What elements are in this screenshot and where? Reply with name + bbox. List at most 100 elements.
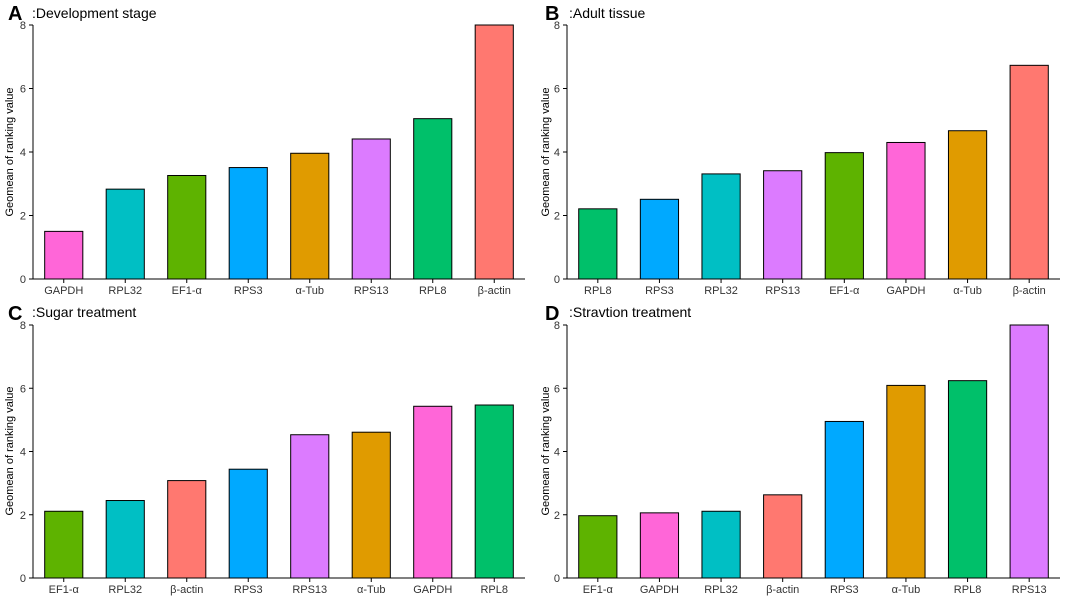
- bar-c: [413, 405, 453, 579]
- bar-a: [351, 138, 391, 280]
- bar-a: [228, 167, 268, 280]
- panel-letter-b: B: [545, 3, 559, 25]
- y-tick-label-d: 8: [554, 320, 560, 332]
- y-tick-label-c: 6: [20, 383, 26, 395]
- y-axis-title-c: Geomean of ranking value: [4, 386, 16, 515]
- x-tick-label-b: EF1-α: [829, 285, 860, 297]
- x-tick-label-a: RPL8: [419, 285, 447, 297]
- x-tick-label-c: GAPDH: [413, 584, 452, 596]
- bar-a: [413, 118, 453, 280]
- y-tick-label-d: 0: [554, 573, 560, 585]
- panel-title-a: :Development stage: [32, 5, 157, 21]
- x-tick-label-d: RPL8: [954, 584, 982, 596]
- bar-b: [763, 170, 803, 280]
- panel-title-c: :Sugar treatment: [32, 304, 136, 320]
- x-tick-label-a: EF1-α: [172, 285, 203, 297]
- y-tick-label-c: 2: [20, 510, 26, 522]
- bar-c: [351, 431, 391, 579]
- bar-b: [824, 152, 864, 280]
- bar-a: [290, 152, 330, 280]
- bar-c: [105, 500, 145, 579]
- bars-c: 0 2 4 6 8 EF1-α RPL32 β-actin RPS3 RPS13 α-Tub GAPD…: [20, 320, 525, 596]
- bar-b: [886, 141, 926, 280]
- x-tick-label-b: α-Tub: [953, 285, 982, 297]
- y-tick-label-c: 4: [20, 447, 26, 459]
- bar-d: [701, 510, 741, 579]
- bar-b: [701, 173, 741, 280]
- y-axis-title-b: Geomean of ranking value: [540, 87, 552, 216]
- bar-d: [578, 515, 618, 579]
- x-tick-label-a: β-actin: [478, 285, 511, 297]
- x-tick-label-a: GAPDH: [44, 285, 83, 297]
- x-tick-label-d: RPS3: [830, 584, 859, 596]
- bar-b: [947, 130, 988, 280]
- x-tick-label-b: RPL8: [584, 285, 612, 297]
- y-axis-title-d: Geomean of ranking value: [540, 386, 552, 515]
- y-tick-label-a: 8: [20, 20, 26, 32]
- x-tick-label-d: RPS13: [1012, 584, 1047, 596]
- y-tick-label-b: 4: [554, 147, 560, 159]
- bar-c: [474, 404, 514, 579]
- bar-a: [167, 174, 207, 280]
- bar-c: [167, 480, 207, 579]
- bar-d: [886, 384, 926, 579]
- bar-d: [1009, 324, 1049, 579]
- bar-d: [763, 494, 803, 579]
- bar-c: [228, 468, 268, 579]
- x-tick-label-b: GAPDH: [886, 285, 925, 297]
- bar-c: [44, 510, 84, 579]
- y-tick-label-c: 8: [20, 320, 26, 332]
- bars-a: 0 2 4 6 8 GAPDH RPL32 EF1-α RPS3 α-Tub RPS13 RPL8 β-…: [20, 20, 525, 297]
- y-tick-label-b: 6: [554, 84, 560, 96]
- panel-title-d: :Stravtion treatment: [569, 304, 691, 320]
- x-tick-label-d: β-actin: [766, 584, 799, 596]
- y-axis-title-a: Geomean of ranking value: [4, 87, 16, 216]
- y-tick-label-b: 2: [554, 211, 560, 223]
- x-tick-label-b: β-actin: [1013, 285, 1046, 297]
- y-tick-label-c: 0: [20, 573, 26, 585]
- x-tick-label-c: β-actin: [170, 584, 203, 596]
- bar-d: [639, 512, 680, 579]
- y-tick-label-a: 0: [20, 274, 26, 286]
- x-tick-label-a: RPS3: [234, 285, 263, 297]
- panel-b: B :Adult tissue Geomean of ranking value…: [540, 3, 1060, 297]
- y-tick-label-a: 6: [20, 84, 26, 96]
- bar-a: [474, 24, 514, 280]
- x-tick-label-d: GAPDH: [640, 584, 679, 596]
- bars-b: 0 2 4 6 8 RPL8 RPS3 RPL32 RPS13 EF1-α GAPDH α-Tub β-…: [554, 20, 1060, 297]
- bar-b: [578, 208, 618, 280]
- y-tick-label-d: 6: [554, 383, 560, 395]
- bar-a: [105, 188, 145, 280]
- x-tick-label-b: RPS3: [645, 285, 674, 297]
- x-tick-label-c: EF1-α: [49, 584, 80, 596]
- bar-d: [824, 420, 864, 579]
- y-tick-label-b: 8: [554, 20, 560, 32]
- panel-a: A :Development stage Geomean of ranking …: [4, 3, 525, 297]
- y-tick-label-d: 4: [554, 447, 560, 459]
- bar-a: [44, 230, 84, 280]
- y-tick-label-b: 0: [554, 274, 560, 286]
- x-tick-label-b: RPS13: [765, 285, 800, 297]
- x-tick-label-d: EF1-α: [583, 584, 614, 596]
- bar-b: [1009, 64, 1049, 280]
- x-tick-label-b: RPL32: [704, 285, 738, 297]
- bar-c: [290, 434, 330, 579]
- x-tick-label-c: RPS3: [234, 584, 263, 596]
- x-tick-label-a: RPS13: [354, 285, 389, 297]
- panel-letter-d: D: [545, 303, 559, 325]
- panel-letter-a: A: [8, 3, 22, 25]
- x-tick-label-a: RPL32: [108, 285, 142, 297]
- x-tick-label-c: α-Tub: [357, 584, 386, 596]
- y-tick-label-a: 4: [20, 147, 26, 159]
- x-tick-label-c: RPL32: [108, 584, 142, 596]
- x-tick-label-c: RPL8: [480, 584, 508, 596]
- x-tick-label-a: α-Tub: [295, 285, 324, 297]
- x-tick-label-d: α-Tub: [892, 584, 921, 596]
- x-tick-label-d: RPL32: [704, 584, 738, 596]
- panel-d: D :Stravtion treatment Geomean of rankin…: [540, 303, 1060, 596]
- bars-d: 0 2 4 6 8 EF1-α GAPDH RPL32 β-actin RPS3 α-Tub RPL8…: [554, 320, 1060, 596]
- x-tick-label-c: RPS13: [292, 584, 327, 596]
- panel-letter-c: C: [8, 303, 22, 325]
- panel-c: C :Sugar treatment Geomean of ranking va…: [4, 303, 525, 596]
